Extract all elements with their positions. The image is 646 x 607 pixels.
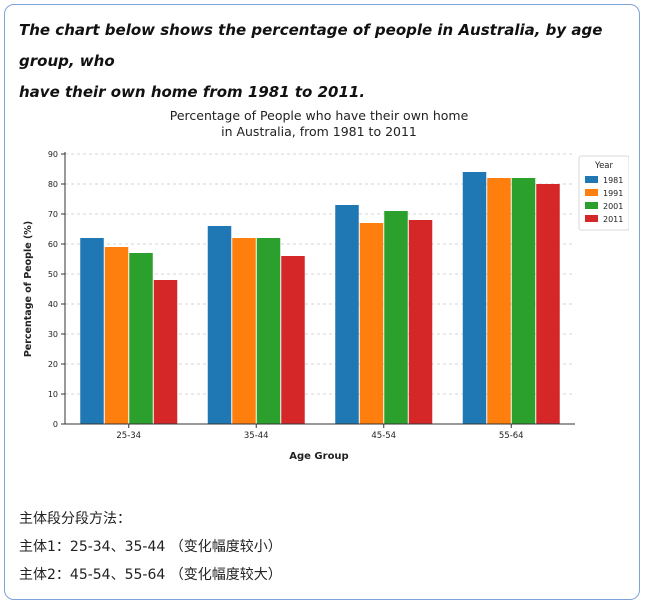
task-prompt: The chart below shows the percentage of … xyxy=(19,15,631,108)
x-tick-label: 35-44 xyxy=(244,431,269,441)
y-tick-label: 10 xyxy=(48,390,58,399)
prompt-line-2: have their own home from 1981 to 2011. xyxy=(19,83,366,101)
bar-1981-45-54 xyxy=(335,205,359,424)
legend-label-1981: 1981 xyxy=(603,176,623,185)
bar-2011-35-44 xyxy=(281,256,305,424)
y-tick-label: 80 xyxy=(48,180,58,189)
legend-label-2001: 2001 xyxy=(603,202,623,211)
bar-2011-25-34 xyxy=(153,280,178,424)
legend-swatch-2001 xyxy=(585,202,598,209)
chart-container: Percentage of People who have their own … xyxy=(17,101,630,473)
legend: Year 1981 1991 2001 2011 xyxy=(578,155,630,231)
axes xyxy=(64,152,575,425)
bar-1991-55-64 xyxy=(487,178,511,424)
chart-title-line-2: in Australia, from 1981 to 2011 xyxy=(221,124,417,139)
notes-item-2: 主体2：45-54、55-64 （变化幅度较大） xyxy=(19,567,282,583)
question-card: The chart below shows the percentage of … xyxy=(4,4,640,600)
y-tick-label: 90 xyxy=(48,150,58,159)
y-tick-label: 60 xyxy=(48,240,58,249)
legend-swatch-2011 xyxy=(585,215,598,222)
x-tick-label: 45-54 xyxy=(371,431,396,441)
y-tick-label: 0 xyxy=(53,420,58,429)
y-tick-labels: 0 10 20 30 40 50 60 70 80 90 xyxy=(48,150,65,429)
chart-title-line-1: Percentage of People who have their own … xyxy=(170,108,469,123)
y-axis-label: Percentage of People (%) xyxy=(23,221,34,357)
y-tick-label: 70 xyxy=(48,210,58,219)
bar-1991-35-44 xyxy=(232,238,256,424)
bar-2001-25-34 xyxy=(129,253,153,424)
legend-swatch-1991 xyxy=(585,189,598,196)
bar-chart: Percentage of People who have their own … xyxy=(23,108,630,462)
bar-2001-35-44 xyxy=(256,238,281,424)
prompt-line-1: The chart below shows the percentage of … xyxy=(19,21,603,70)
x-axis-label: Age Group xyxy=(289,451,348,462)
notes-item-1: 主体1：25-34、35-44 （变化幅度较小） xyxy=(19,539,282,555)
x-tick-label: 55-64 xyxy=(499,431,524,441)
x-tick-labels: 25-34 35-44 45-54 55-64 xyxy=(116,424,524,441)
notes-heading: 主体段分段方法： xyxy=(19,511,131,527)
legend-swatch-1981 xyxy=(585,176,598,183)
bar-1981-55-64 xyxy=(462,172,487,424)
x-tick-label: 25-34 xyxy=(116,431,141,441)
legend-label-1991: 1991 xyxy=(603,189,623,198)
bar-1991-45-54 xyxy=(359,223,384,424)
legend-label-2011: 2011 xyxy=(603,215,623,224)
legend-title: Year xyxy=(594,161,614,171)
bars xyxy=(80,172,560,424)
notes-section: 主体段分段方法： 主体1：25-34、35-44 （变化幅度较小） 主体2：45… xyxy=(19,505,619,589)
bar-2011-55-64 xyxy=(536,184,560,424)
bar-2001-45-54 xyxy=(384,211,408,424)
y-tick-label: 30 xyxy=(48,330,58,339)
bar-1991-25-34 xyxy=(104,247,129,424)
y-tick-label: 20 xyxy=(48,360,58,369)
bar-2011-45-54 xyxy=(408,220,433,424)
bar-2001-55-64 xyxy=(511,178,536,424)
bar-1981-35-44 xyxy=(207,226,232,424)
y-tick-label: 50 xyxy=(48,270,58,279)
y-tick-label: 40 xyxy=(48,300,58,309)
bar-1981-25-34 xyxy=(80,238,104,424)
